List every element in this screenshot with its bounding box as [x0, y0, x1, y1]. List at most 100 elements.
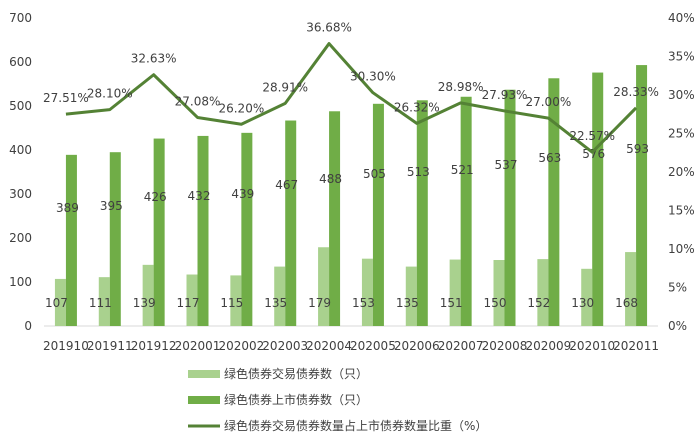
bar-listed-data-label: 395	[100, 199, 123, 213]
left-axis-tick-label: 600	[9, 55, 32, 69]
right-axis-tick-label: 5%	[668, 281, 687, 295]
bar-trade	[537, 259, 549, 326]
bar-trade	[405, 266, 417, 326]
bar-trade	[361, 258, 373, 326]
x-axis-tick-label: 201910	[43, 339, 89, 353]
bar-trade	[449, 259, 461, 326]
bar-trade	[625, 252, 637, 326]
x-axis-tick-label: 202006	[394, 339, 440, 353]
bar-trade	[493, 260, 505, 326]
ratio-data-label: 28.10%	[87, 87, 133, 101]
ratio-data-label: 27.51%	[43, 91, 89, 105]
bar-trade	[54, 278, 66, 326]
bar-listed	[65, 154, 77, 326]
bar-trade	[186, 274, 198, 326]
bar-listed	[548, 78, 560, 326]
bar-listed-data-label: 439	[231, 187, 254, 201]
x-axis-tick-label: 202008	[482, 339, 528, 353]
bar-trade-data-label: 153	[352, 296, 375, 310]
legend-label-listed: 绿色债券上市债券数（只）	[224, 392, 368, 407]
x-axis-ticks: 2019102019112019122020012020022020032020…	[43, 339, 659, 353]
x-axis-tick-label: 202004	[306, 339, 352, 353]
bar-listed	[241, 132, 253, 326]
bar-trade-data-label: 135	[264, 296, 287, 310]
x-axis-tick-label: 201911	[87, 339, 133, 353]
bar-listed-data-label: 593	[626, 142, 649, 156]
line-series-group: 27.51%28.10% 32.63% 27.08%26.20% 28.91% 36.6…	[43, 21, 659, 154]
legend-label-ratio: 绿色债券交易债券数量占上市债券数量比重（%）	[224, 418, 487, 433]
bar-trade	[318, 247, 330, 326]
bar-trade-data-label: 150	[484, 296, 507, 310]
bar-listed	[372, 103, 384, 326]
ratio-data-label: 36.68%	[306, 21, 352, 35]
right-axis-tick-label: 0%	[668, 319, 687, 333]
ratio-data-label: 26.32%	[394, 100, 440, 114]
bars-group: 107 389 111 395 139 426 117 432 115 439 135 467 179 4…	[45, 65, 649, 327]
bar-trade	[274, 266, 286, 326]
bar-listed-data-label: 432	[188, 189, 211, 203]
bar-listed	[329, 111, 341, 326]
bar-listed-data-label: 521	[451, 163, 474, 177]
ratio-data-label: 22.57%	[569, 129, 615, 143]
bar-trade-data-label: 139	[133, 296, 156, 310]
ratio-data-label: 28.98%	[438, 80, 484, 94]
ratio-data-label: 27.93%	[482, 88, 528, 102]
ratio-data-label: 28.91%	[262, 80, 308, 94]
bar-trade-data-label: 151	[440, 296, 463, 310]
bar-listed-data-label: 467	[275, 178, 298, 192]
x-axis-tick-label: 202010	[569, 339, 615, 353]
x-axis-tick-label: 202005	[350, 339, 396, 353]
left-axis-tick-label: 200	[9, 231, 32, 245]
bar-listed	[285, 120, 297, 327]
x-axis-tick-label: 202002	[218, 339, 264, 353]
bar-trade	[98, 277, 110, 326]
x-axis-tick-label: 202001	[175, 339, 221, 353]
x-axis-tick-label: 202003	[262, 339, 308, 353]
x-axis-tick-label: 201912	[131, 339, 177, 353]
right-axis-tick-label: 35%	[668, 50, 695, 64]
bar-trade-data-label: 130	[571, 296, 594, 310]
bar-listed	[504, 89, 516, 326]
bar-listed-data-label: 488	[319, 172, 342, 186]
bar-listed	[109, 152, 121, 326]
ratio-line	[65, 42, 638, 154]
bar-listed-data-label: 389	[56, 201, 79, 215]
bar-listed	[153, 138, 165, 326]
bar-trade-data-label: 152	[527, 296, 550, 310]
left-axis-tick-label: 400	[9, 143, 32, 157]
bar-trade	[230, 275, 242, 326]
bar-listed-data-label: 426	[144, 190, 167, 204]
bar-listed	[592, 72, 604, 326]
ratio-data-label: 28.33%	[613, 85, 659, 99]
x-axis-tick-label: 202007	[438, 339, 484, 353]
x-axis-tick-label: 202011	[613, 339, 659, 353]
bar-trade-data-label: 168	[615, 296, 638, 310]
bar-trade-data-label: 107	[45, 296, 68, 310]
right-axis-tick-label: 40%	[668, 11, 695, 25]
bar-trade	[581, 268, 593, 326]
right-axis-tick-label: 10%	[668, 242, 695, 256]
x-axis-tick-label: 202009	[525, 339, 571, 353]
left-axis-tick-label: 100	[9, 275, 32, 289]
left-axis-tick-label: 500	[9, 99, 32, 113]
right-axis-tick-label: 15%	[668, 204, 695, 218]
legend-label-trade: 绿色债券交易债券数（只）	[224, 366, 368, 381]
right-axis-ticks: 0% 5% 10% 15% 20% 25% 30% 35% 40%	[668, 11, 695, 333]
bar-trade	[142, 264, 154, 326]
ratio-data-label: 32.63%	[131, 52, 177, 66]
left-axis-tick-label: 300	[9, 187, 32, 201]
bar-listed-data-label: 537	[495, 158, 518, 172]
left-axis-tick-label: 700	[9, 11, 32, 25]
right-axis-tick-label: 30%	[668, 88, 695, 102]
bar-listed-data-label: 505	[363, 167, 386, 181]
legend: 绿色债券交易债券数（只） 绿色债券上市债券数（只） 绿色债券交易债券数量占上市债…	[188, 366, 487, 433]
right-axis-tick-label: 25%	[668, 127, 695, 141]
ratio-data-label: 27.00%	[525, 95, 571, 109]
bar-trade-data-label: 135	[396, 296, 419, 310]
bar-listed	[197, 135, 209, 326]
left-axis-tick-label: 0	[24, 319, 32, 333]
bar-listed	[460, 96, 472, 326]
bar-trade-data-label: 111	[89, 296, 112, 310]
left-axis-ticks: 0 100 200 300 400 500 600 700	[9, 11, 32, 333]
